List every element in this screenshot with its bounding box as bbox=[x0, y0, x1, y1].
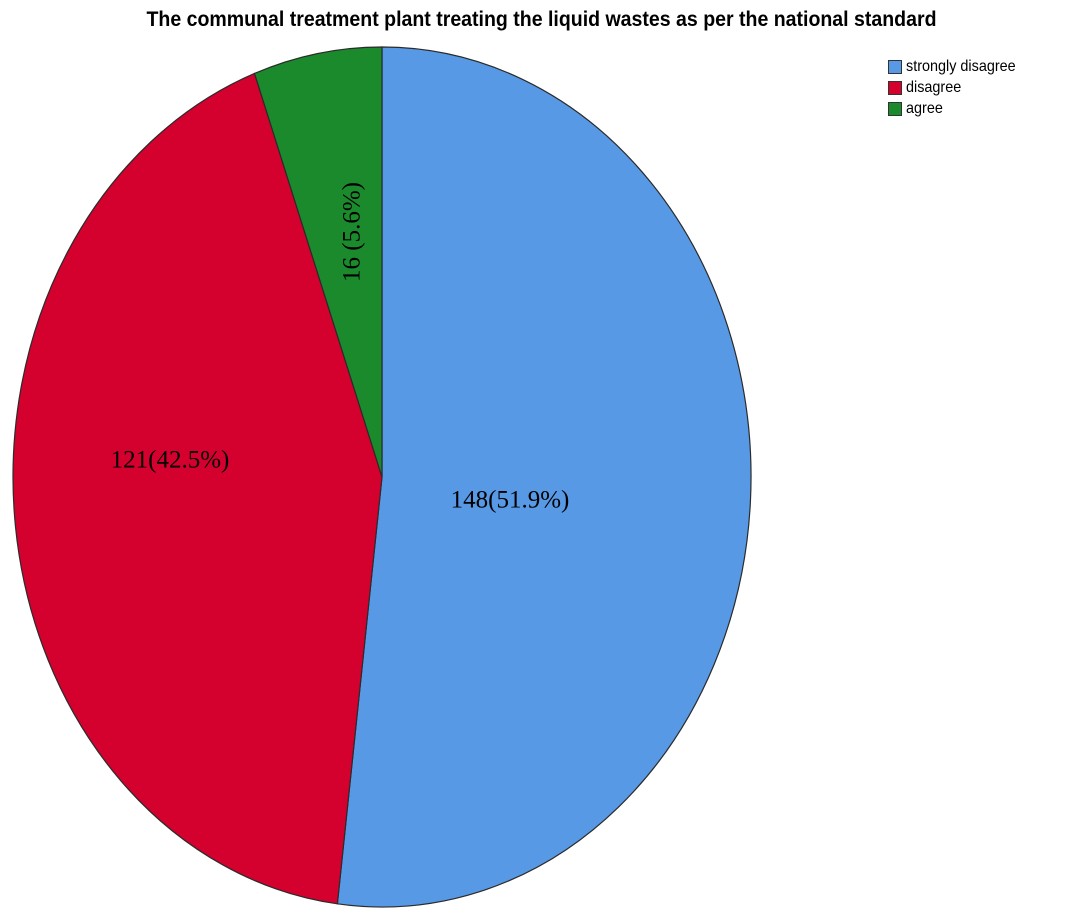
legend-item-agree: agree bbox=[888, 98, 1028, 119]
slice-label-strongly-disagree: 148(51.9%) bbox=[451, 487, 570, 514]
legend-swatch-strongly-disagree bbox=[888, 59, 902, 74]
pie-slice-strongly-disagree bbox=[336, 46, 752, 908]
legend-label: agree bbox=[906, 99, 943, 117]
legend-label: disagree bbox=[906, 78, 962, 96]
pie-slice-agree bbox=[253, 46, 383, 478]
legend-item-disagree: disagree bbox=[888, 77, 1028, 98]
slice-label-agree: 16 (5.6%) bbox=[339, 182, 366, 282]
chart-title: The communal treatment plant treating th… bbox=[146, 8, 937, 31]
legend-swatch-disagree bbox=[888, 80, 902, 95]
slice-label-disagree: 121(42.5%) bbox=[111, 447, 230, 474]
legend-label: strongly disagree bbox=[906, 57, 1016, 75]
legend: strongly disagree disagree agree bbox=[888, 56, 1028, 119]
pie-slice-disagree bbox=[12, 72, 383, 905]
legend-swatch-agree bbox=[888, 101, 902, 116]
legend-item-strongly-disagree: strongly disagree bbox=[888, 56, 1028, 77]
